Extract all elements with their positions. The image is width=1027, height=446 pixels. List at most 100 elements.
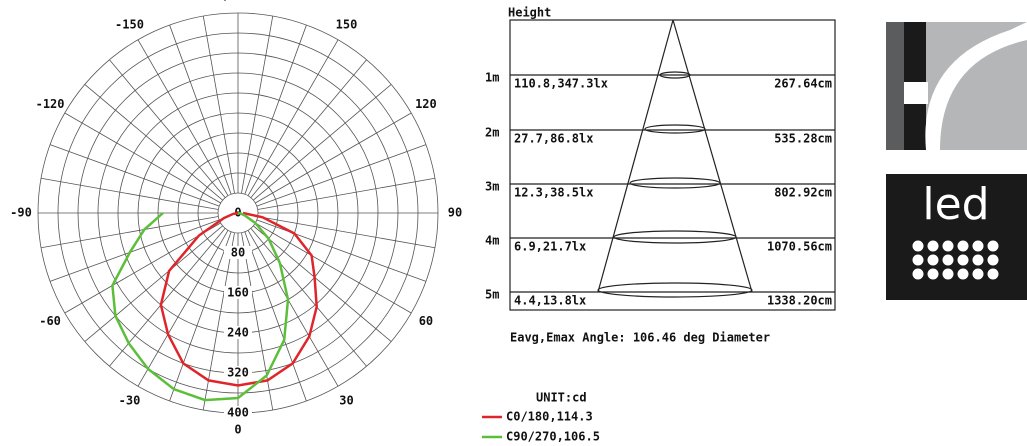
grid-spoke (253, 225, 392, 342)
table-footer: Eavg,Emax Angle: 106.46 deg Diameter (510, 331, 770, 345)
badge-dot (912, 254, 924, 266)
grid-spoke (247, 230, 339, 387)
row-height: 1m (485, 71, 499, 85)
grid-spoke (241, 15, 274, 194)
badge-dot (942, 254, 954, 266)
row-illuminance: 12.3,38.5lx (514, 186, 593, 200)
grid-spoke (137, 230, 229, 387)
table-title: Height (508, 6, 551, 20)
grid-spoke (169, 231, 232, 402)
badge-dot (942, 268, 954, 280)
image-notch (904, 82, 928, 104)
grid-spoke (40, 216, 219, 249)
cone-ellipse (629, 177, 721, 189)
badge-dot (972, 268, 984, 280)
cone-ellipse (644, 124, 706, 134)
angle-tick-label: -120 (36, 97, 65, 111)
radial-label-bg (224, 246, 252, 259)
angle-tick-label: -/+180 (216, 0, 259, 3)
radial-label-bg (224, 406, 252, 419)
row-height: 3m (485, 180, 499, 194)
grid-spoke (169, 24, 232, 195)
badge-dot (957, 268, 969, 280)
angle-tick-label: 0 (234, 423, 241, 437)
row-diameter: 267.64cm (774, 77, 832, 91)
angle-tick-label: 60 (419, 314, 433, 328)
badge-dot (957, 240, 969, 252)
grid-spoke (137, 39, 229, 196)
angle-tick-label: -60 (39, 314, 61, 328)
angle-tick-label: 90 (448, 206, 462, 220)
row-height: 4m (485, 234, 499, 248)
row-diameter: 535.28cm (774, 132, 832, 146)
radial-label-bg (224, 326, 252, 339)
grid-spoke (257, 216, 436, 249)
row-diameter: 802.92cm (774, 186, 832, 200)
intensity-curve (111, 211, 290, 402)
height-cone: Height Eavg,Emax Angle: 106.46 deg Diame… (485, 6, 836, 345)
grid-spoke (49, 219, 220, 282)
badge-bg (886, 174, 1027, 300)
grid-spoke (202, 15, 235, 194)
row-illuminance: 110.8,347.3lx (514, 77, 608, 91)
row-diameter: 1338.20cm (767, 294, 832, 308)
product-image (886, 22, 1027, 150)
badge-dot (972, 240, 984, 252)
badge-dot (927, 240, 939, 252)
radial-tick-label: 400 (227, 406, 249, 420)
row-illuminance: 4.4,13.8lx (514, 294, 586, 308)
angle-tick-label: 150 (336, 18, 358, 32)
badge-dot (987, 254, 999, 266)
angle-tick-label: 30 (339, 393, 353, 407)
unit-label: UNIT:cd (536, 391, 587, 405)
grid-spoke (256, 144, 427, 207)
cone-ellipse (613, 230, 737, 244)
angle-tick-label: -90 (10, 206, 32, 220)
grid-spoke (84, 84, 223, 201)
grid-spoke (255, 222, 412, 314)
badge-dot (987, 268, 999, 280)
angle-tick-label: -150 (115, 18, 144, 32)
grid-spoke (40, 177, 219, 210)
row-diameter: 1070.56cm (767, 240, 832, 254)
led-badge: led (886, 174, 1027, 300)
badge-dot (942, 240, 954, 252)
radial-tick-label: 80 (231, 246, 245, 260)
radial-tick-label: 160 (227, 286, 249, 300)
angle-tick-label: -30 (119, 393, 141, 407)
radial-tick-label: 0 (234, 206, 241, 220)
badge-dot (912, 240, 924, 252)
intensity-curve (159, 211, 318, 387)
grid-spoke (253, 84, 392, 201)
grid-spoke (244, 24, 307, 195)
grid-spoke (244, 231, 307, 402)
cone-edge (597, 19, 674, 293)
grid-spoke (109, 228, 226, 367)
badge-dot (972, 254, 984, 266)
badge-dot (912, 268, 924, 280)
radial-label-bg (224, 286, 252, 299)
grid-spoke (64, 222, 221, 314)
cone-ellipse (597, 282, 753, 298)
badge-label: led (922, 179, 989, 230)
radial-tick-label: 240 (227, 326, 249, 340)
grid-spoke (49, 144, 220, 207)
badge-dot (987, 240, 999, 252)
grid-spoke (247, 39, 339, 196)
radial-tick-label: 320 (227, 366, 249, 380)
polar-chart: -/+180 -150 150 -120 120 -90 90 -60 60 -30 30 0 0 80 1… (10, 0, 600, 444)
badge-dot (957, 254, 969, 266)
table-frame (509, 19, 836, 311)
grid-spoke (64, 112, 221, 204)
legend-label: C0/180,114.3 (506, 410, 593, 424)
grid-spoke (250, 228, 367, 367)
row-illuminance: 27.7,86.8lx (514, 132, 593, 146)
angle-tick-label: 120 (415, 97, 437, 111)
grid-spoke (250, 59, 367, 198)
row-illuminance: 6.9,21.7lx (514, 240, 586, 254)
row-height: 5m (485, 288, 499, 302)
image-curve (925, 22, 1027, 150)
grid-spoke (109, 59, 226, 198)
legend-label: C90/270,106.5 (506, 430, 600, 444)
